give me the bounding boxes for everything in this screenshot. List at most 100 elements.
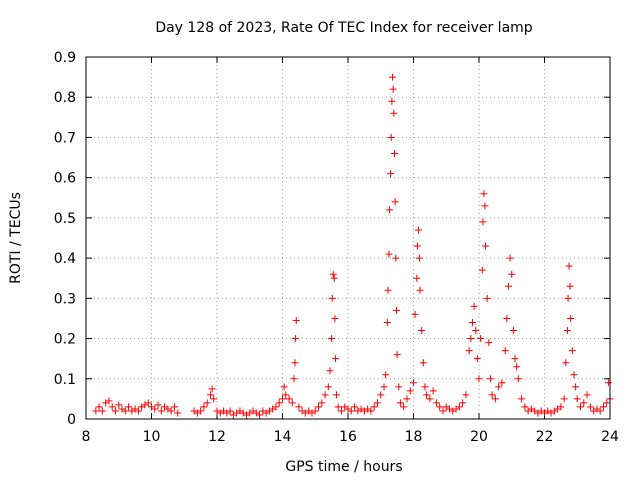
data-point [467,335,475,343]
data-point [197,407,205,415]
data-point [570,371,578,379]
y-tick-label: 0.5 [54,211,76,227]
data-point [121,407,129,415]
data-point [580,399,588,407]
data-point [157,407,165,415]
data-point [292,316,300,324]
data-point [329,270,337,278]
y-tick-label: 0.4 [54,251,76,267]
data-point [495,383,503,391]
data-point [105,397,113,405]
data-point [465,347,473,355]
data-point [566,282,574,290]
data-point [328,294,336,302]
data-point [295,403,303,411]
data-point [511,355,519,363]
data-point [292,335,300,343]
x-tick-label: 20 [470,429,488,445]
data-point [328,335,336,343]
data-point [288,399,296,407]
chart-title: Day 128 of 2023, Rate Of TEC Index for r… [155,20,532,36]
data-point [498,379,506,387]
data-point [583,391,591,399]
data-point [568,347,576,355]
data-point [389,85,397,93]
data-point [151,405,159,413]
data-point [462,391,470,399]
data-point [210,395,218,403]
data-point [200,403,208,411]
data-point [477,335,485,343]
data-point [573,395,581,403]
data-point [439,407,447,415]
data-point [226,407,234,415]
data-point [108,403,116,411]
x-tick-label: 10 [143,429,161,445]
data-point [290,375,298,383]
data-point [332,355,340,363]
data-point [572,383,580,391]
data-point [390,109,398,117]
data-point [478,266,486,274]
data-point [503,314,511,322]
data-point [473,355,481,363]
data-point [318,399,326,407]
data-point [275,399,283,407]
data-point [599,403,607,411]
data-point [383,318,391,326]
data-point [373,399,381,407]
data-point [380,383,388,391]
data-point [95,403,103,411]
data-point [560,395,568,403]
data-point [413,274,421,282]
data-point [403,395,411,403]
data-point [203,399,211,407]
data-point [324,383,332,391]
data-point [98,407,106,415]
data-points [92,73,614,419]
data-point [351,403,359,411]
data-point [396,399,404,407]
y-tick-label: 0.3 [54,291,76,307]
data-point [330,274,338,282]
data-point [416,286,424,294]
data-point [564,294,572,302]
data-point [491,395,499,403]
data-point [385,250,393,258]
data-point [565,262,573,270]
x-axis-title: GPS time / hours [285,459,402,475]
data-point [144,399,152,407]
data-point [174,409,182,417]
data-point [423,391,431,399]
y-tick-label: 0.9 [54,50,76,66]
data-point [513,363,521,371]
data-point [518,395,526,403]
y-tick-label: 0.1 [54,372,76,388]
data-point [436,403,444,411]
data-point [256,411,264,419]
data-point [468,318,476,326]
data-point [509,327,517,335]
data-point [483,294,491,302]
data-point [470,302,478,310]
data-point [504,282,512,290]
data-point [410,379,417,387]
data-point [426,395,434,403]
data-point [386,206,394,214]
data-point [562,359,570,367]
y-tick-label: 0 [67,412,76,428]
data-point [596,407,604,415]
data-point [333,391,341,399]
data-point [482,242,490,250]
data-point [514,375,522,383]
data-point [384,286,392,294]
data-point [392,254,400,262]
data-point [391,198,399,206]
data-point [475,375,483,383]
data-point [603,399,611,407]
data-point [393,351,401,359]
data-point [370,403,378,411]
data-point [557,403,565,411]
data-point [92,407,100,415]
data-point [167,407,175,415]
